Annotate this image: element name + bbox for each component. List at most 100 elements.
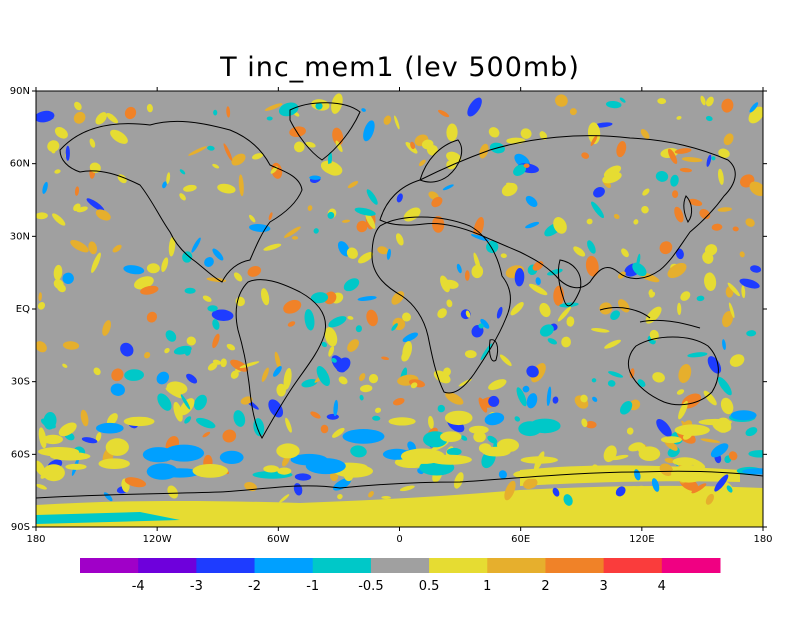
increment-blob [640, 129, 650, 139]
colorbar-swatch [138, 558, 197, 573]
lat-label: 30N [10, 231, 30, 242]
increment-blob [539, 302, 551, 318]
increment-blob [274, 351, 281, 370]
increment-blob [446, 123, 458, 142]
colorbar-swatch [196, 558, 256, 573]
increment-blob [400, 448, 445, 464]
increment-blob [645, 306, 662, 324]
increment-blob [168, 236, 176, 257]
increment-blob [464, 350, 477, 359]
increment-blob [446, 447, 462, 456]
increment-blob [294, 473, 312, 481]
colorbar-swatch [80, 558, 139, 573]
increment-blob [586, 218, 593, 225]
increment-blob [80, 409, 89, 427]
colorbar-swatch [312, 558, 372, 573]
increment-blob [173, 345, 192, 355]
increment-blob [396, 193, 403, 203]
increment-blob [460, 435, 468, 441]
increment-blob [293, 141, 305, 153]
increment-blob [264, 103, 283, 111]
lat-label: 90N [10, 86, 30, 97]
increment-blob [395, 233, 404, 246]
increment-blob [202, 295, 212, 302]
lat-label: 90S [11, 522, 30, 533]
increment-blob [88, 241, 98, 255]
increment-blob [357, 296, 377, 301]
increment-blob [539, 131, 548, 140]
increment-blob [553, 217, 567, 234]
increment-blob [555, 94, 568, 107]
increment-blob [163, 444, 205, 462]
increment-blob [513, 164, 527, 176]
increment-blob [722, 311, 734, 328]
increment-blob [440, 431, 462, 443]
increment-blob [617, 299, 630, 313]
increment-blob [347, 181, 359, 189]
increment-blob [443, 279, 459, 289]
increment-blob [65, 463, 87, 470]
increment-blob [677, 302, 682, 316]
increment-blob [368, 374, 379, 384]
increment-blob [746, 330, 757, 337]
increment-blob [718, 148, 730, 158]
increment-blob [585, 420, 597, 429]
increment-blob [616, 141, 627, 158]
increment-blob [123, 416, 155, 427]
increment-blob [471, 264, 484, 279]
increment-blob [427, 144, 438, 156]
increment-blob [304, 309, 315, 331]
increment-blob [634, 485, 647, 497]
increment-blob [53, 279, 64, 290]
increment-blob [110, 129, 128, 144]
increment-blob [301, 379, 318, 388]
increment-blob [678, 400, 688, 420]
increment-blob [664, 457, 675, 464]
increment-blob [106, 112, 119, 124]
increment-blob [268, 212, 273, 221]
increment-blob [546, 386, 552, 406]
increment-blob [552, 487, 560, 497]
lon-label: 180 [753, 534, 772, 545]
increment-blob [587, 122, 601, 145]
increment-blob [36, 212, 48, 220]
increment-blob [38, 292, 42, 302]
increment-blob [410, 141, 416, 150]
increment-blob [480, 318, 490, 329]
increment-blob [212, 359, 222, 365]
increment-blob [488, 127, 500, 138]
lon-label: 120E [629, 534, 654, 545]
increment-blob [561, 336, 572, 348]
increment-blob [366, 309, 378, 327]
increment-blob [608, 371, 624, 378]
increment-blob [173, 401, 183, 422]
increment-blob [124, 106, 137, 120]
increment-blob [289, 126, 306, 138]
increment-blob [445, 392, 464, 405]
increment-blob [704, 272, 717, 291]
increment-blob [526, 393, 538, 409]
increment-blob [36, 484, 47, 490]
increment-blob [112, 244, 122, 253]
increment-blob [587, 240, 596, 254]
increment-blob [360, 384, 373, 393]
increment-blob [359, 373, 366, 382]
antarctic-negative-band [36, 512, 180, 524]
increment-blob [592, 464, 599, 471]
increment-blob [291, 236, 299, 240]
increment-blob [146, 103, 153, 113]
increment-blob [659, 241, 673, 255]
increment-blob [279, 494, 290, 503]
colorbar-swatch [370, 558, 430, 573]
increment-blob [563, 494, 573, 506]
colorbar-label: 1 [483, 579, 491, 594]
increment-blob [273, 366, 282, 377]
increment-blob [593, 187, 605, 198]
increment-blob [231, 153, 246, 166]
increment-blob [739, 251, 745, 258]
increment-blob [233, 410, 246, 427]
increment-blob [123, 265, 145, 275]
increment-blob [359, 394, 364, 401]
increment-blob [183, 184, 197, 192]
